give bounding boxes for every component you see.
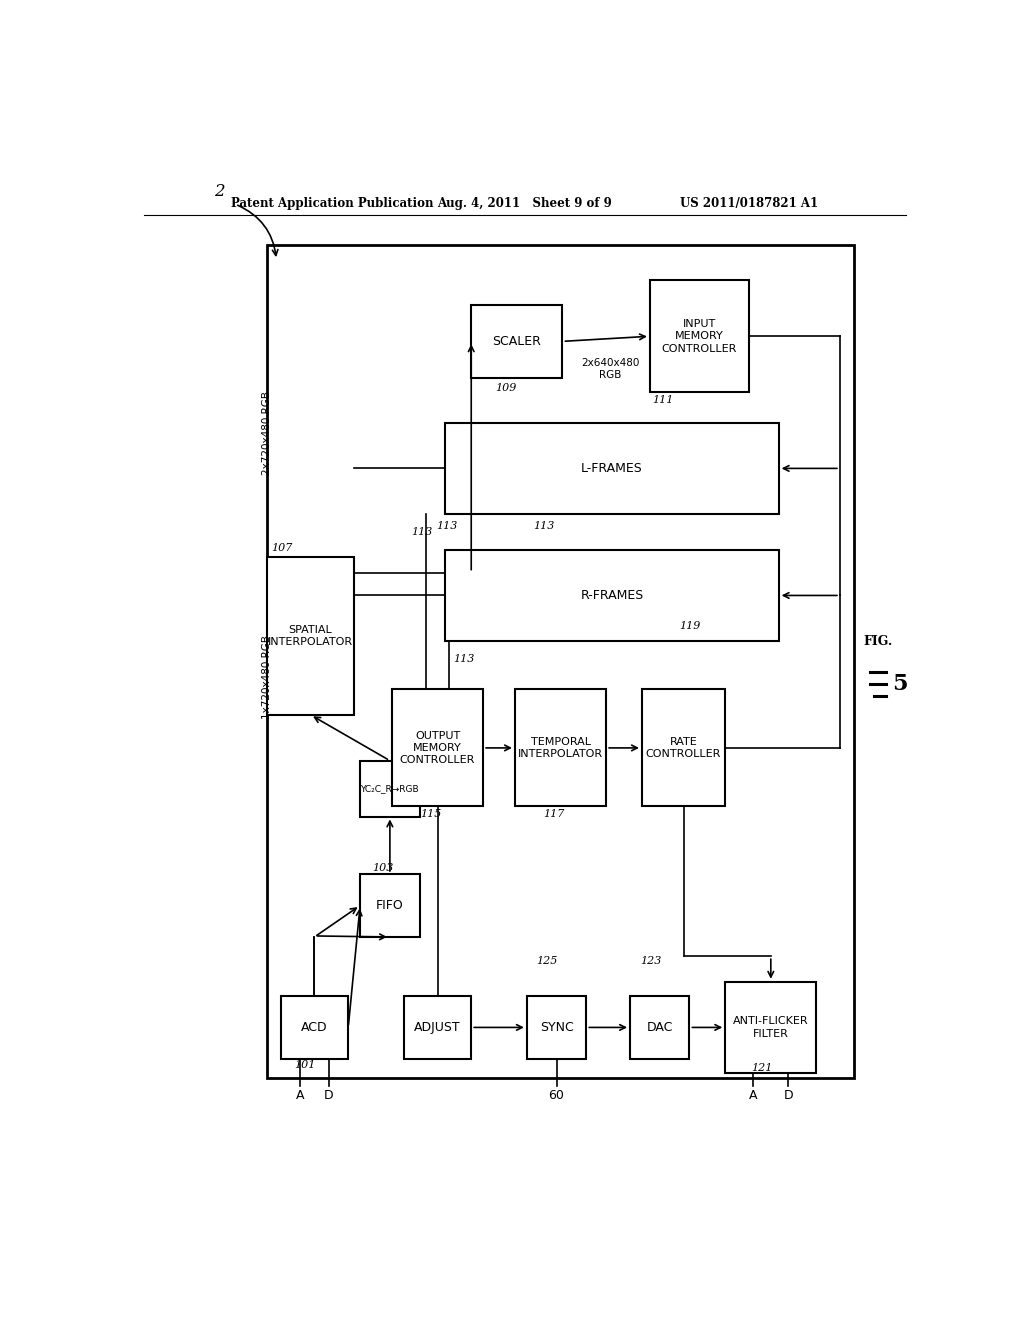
Text: DAC: DAC: [646, 1020, 673, 1034]
Text: SPATIAL
INTERPOLATOR: SPATIAL INTERPOLATOR: [268, 624, 353, 647]
Text: INPUT
MEMORY
CONTROLLER: INPUT MEMORY CONTROLLER: [662, 319, 737, 354]
Text: 113: 113: [532, 521, 554, 532]
Text: 125: 125: [537, 957, 558, 966]
Text: 2x720x480 RGB: 2x720x480 RGB: [262, 391, 272, 475]
Text: 1x720x480 RGB: 1x720x480 RGB: [262, 635, 272, 719]
Text: 109: 109: [496, 383, 517, 393]
Text: 2x640x480
RGB: 2x640x480 RGB: [582, 358, 640, 380]
Text: Patent Application Publication: Patent Application Publication: [231, 197, 434, 210]
Bar: [267, 557, 354, 715]
Text: 60: 60: [549, 1089, 564, 1102]
Text: 113: 113: [436, 521, 458, 532]
Text: 119: 119: [680, 620, 700, 631]
Text: 115: 115: [420, 809, 441, 818]
Bar: [650, 280, 749, 392]
Text: ANTI-FLICKER
FILTER: ANTI-FLICKER FILTER: [733, 1016, 809, 1039]
Text: L-FRAMES: L-FRAMES: [582, 462, 643, 475]
Text: D: D: [783, 1089, 793, 1102]
Text: D: D: [324, 1089, 334, 1102]
Text: 111: 111: [652, 395, 673, 405]
Text: YC₂C_R→RGB: YC₂C_R→RGB: [360, 784, 419, 793]
Text: 121: 121: [751, 1063, 772, 1073]
Text: 117: 117: [543, 809, 564, 818]
Bar: [630, 995, 689, 1059]
Text: OUTPUT
MEMORY
CONTROLLER: OUTPUT MEMORY CONTROLLER: [399, 730, 475, 766]
Text: 113: 113: [454, 655, 475, 664]
Text: A: A: [750, 1089, 758, 1102]
Bar: [360, 760, 420, 817]
Bar: [281, 995, 348, 1059]
Bar: [360, 874, 420, 937]
Text: 101: 101: [295, 1060, 316, 1071]
Bar: [471, 305, 562, 378]
Text: R-FRAMES: R-FRAMES: [581, 589, 644, 602]
Text: 113: 113: [412, 528, 433, 537]
Text: FIFO: FIFO: [376, 899, 403, 912]
Text: SCALER: SCALER: [493, 335, 542, 348]
Text: 5: 5: [893, 673, 908, 694]
Text: 2: 2: [214, 183, 224, 201]
Bar: [392, 689, 483, 807]
Text: A: A: [296, 1089, 304, 1102]
Bar: [725, 982, 816, 1073]
Text: TEMPORAL
INTERPOLATOR: TEMPORAL INTERPOLATOR: [518, 737, 603, 759]
Text: ADJUST: ADJUST: [414, 1020, 461, 1034]
Bar: [445, 549, 779, 642]
Bar: [526, 995, 587, 1059]
Bar: [403, 995, 471, 1059]
Bar: [515, 689, 606, 807]
Bar: [445, 422, 779, 515]
Text: 107: 107: [270, 543, 292, 553]
Text: FIG.: FIG.: [863, 635, 893, 648]
Text: US 2011/0187821 A1: US 2011/0187821 A1: [680, 197, 818, 210]
Text: SYNC: SYNC: [540, 1020, 573, 1034]
Text: ACD: ACD: [301, 1020, 328, 1034]
Bar: [642, 689, 725, 807]
Text: 103: 103: [373, 863, 394, 873]
Text: 123: 123: [640, 957, 662, 966]
Text: Aug. 4, 2011   Sheet 9 of 9: Aug. 4, 2011 Sheet 9 of 9: [437, 197, 612, 210]
Text: RATE
CONTROLLER: RATE CONTROLLER: [646, 737, 721, 759]
Bar: [267, 244, 854, 1078]
